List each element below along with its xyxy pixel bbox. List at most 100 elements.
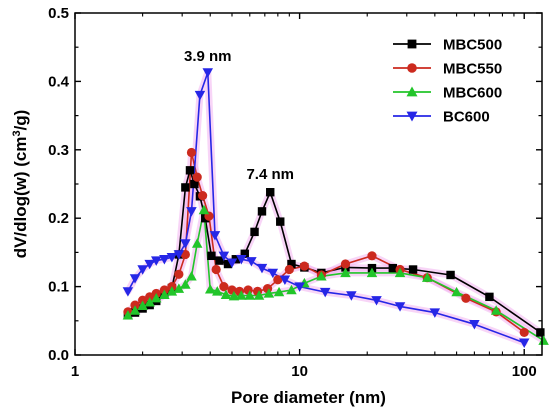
x-tick-label: 1 — [71, 363, 79, 380]
data-point-mbc600 — [180, 279, 191, 289]
y-tick-label: 0.5 — [48, 5, 69, 22]
data-point-mbc600 — [191, 238, 203, 248]
data-point-mbc600 — [538, 335, 549, 345]
series-marker-layer — [122, 68, 549, 348]
data-point-bc600 — [194, 90, 206, 101]
y-tick-label: 0.4 — [48, 73, 70, 90]
legend-label-mbc600: MBC600 — [443, 85, 502, 102]
data-point-bc600 — [429, 308, 441, 318]
data-point-mbc500 — [223, 259, 233, 269]
data-point-mbc500 — [257, 207, 267, 216]
data-point-bc600 — [246, 257, 257, 267]
data-point-mbc500 — [388, 263, 398, 273]
data-point-mbc600 — [144, 297, 155, 307]
x-tick-label: 100 — [512, 363, 537, 380]
data-point-mbc550 — [461, 293, 471, 303]
y-axis-title: dV/dlog(w) (cm3/g) — [11, 110, 30, 259]
data-point-bc600 — [256, 263, 268, 274]
data-point-mbc550 — [130, 300, 140, 310]
data-point-bc600 — [144, 259, 155, 270]
legend-label-mbc500: MBC500 — [443, 37, 502, 54]
data-point-bc600 — [166, 252, 178, 263]
data-point-mbc550 — [138, 295, 148, 305]
data-point-mbc600 — [236, 290, 247, 300]
data-point-bc600 — [226, 258, 238, 268]
data-point-bc600 — [469, 320, 480, 330]
data-point-mbc600 — [198, 204, 210, 215]
x-tick-label: 10 — [291, 363, 308, 380]
data-point-mbc600 — [137, 300, 148, 310]
legend-marker-mbc600 — [406, 86, 418, 97]
data-point-mbc500 — [408, 265, 418, 274]
data-point-bc600 — [209, 231, 221, 241]
data-point-mbc500 — [181, 183, 190, 192]
legend-marker-mbc550 — [407, 63, 417, 73]
data-point-bc600 — [371, 296, 382, 306]
data-point-mbc500 — [266, 188, 275, 197]
legend-label-bc600: BC600 — [443, 109, 490, 126]
data-point-mbc600 — [204, 284, 216, 294]
data-point-bc600 — [159, 255, 170, 265]
data-point-bc600 — [267, 268, 279, 279]
axes: 0.0 0.1 0.2 0.3 0.4 0.5 1 10 100 Pore diameter (n… — [11, 5, 543, 407]
data-point-mbc600 — [166, 286, 178, 296]
data-point-mbc600 — [421, 272, 433, 282]
data-point-mbc550 — [211, 264, 221, 275]
y-tick-label: 0.0 — [48, 347, 69, 364]
data-point-mbc500 — [536, 328, 545, 337]
data-point-mbc600 — [173, 283, 185, 293]
data-point-mbc600 — [451, 286, 462, 297]
data-point-mbc550 — [340, 259, 351, 269]
data-point-mbc600 — [366, 267, 378, 278]
data-point-bc600 — [236, 255, 247, 265]
data-point-mbc600 — [244, 290, 256, 300]
data-point-bc600 — [180, 239, 191, 249]
data-point-mbc600 — [212, 286, 223, 296]
legend-marker-bc600 — [406, 111, 418, 122]
legend-label-mbc550: MBC550 — [443, 61, 502, 78]
data-point-mbc500 — [446, 270, 455, 280]
data-point-mbc600 — [340, 267, 351, 278]
legend: MBC500 MBC550 MBC600 BC600 — [393, 37, 502, 126]
data-point-mbc600 — [394, 267, 406, 278]
data-point-mbc600 — [150, 292, 162, 303]
data-point-mbc600 — [286, 284, 297, 295]
data-point-bc600 — [319, 287, 331, 298]
annotation-label-1: 3.9 nm — [184, 48, 232, 65]
data-point-mbc600 — [273, 286, 285, 297]
data-point-mbc500 — [190, 179, 199, 189]
y-axis-title-end: /g) — [11, 110, 30, 131]
data-point-mbc550 — [367, 251, 377, 261]
data-point-bc600 — [186, 207, 197, 217]
data-point-mbc500 — [240, 249, 249, 258]
data-point-mbc600 — [122, 310, 134, 320]
data-point-bc600 — [346, 291, 357, 301]
data-point-mbc500 — [207, 251, 216, 261]
y-tick-label: 0.1 — [48, 279, 69, 296]
data-point-mbc550 — [273, 275, 283, 285]
data-point-mbc550 — [519, 327, 529, 338]
data-point-mbc550 — [174, 269, 184, 279]
data-point-bc600 — [150, 256, 162, 266]
data-point-mbc600 — [129, 305, 141, 315]
annotation-label-2: 7.4 nm — [246, 166, 294, 183]
data-point-mbc600 — [186, 271, 197, 281]
data-point-mbc550 — [198, 191, 208, 201]
data-point-mbc600 — [490, 305, 502, 315]
data-point-bc600 — [202, 68, 214, 78]
data-point-bc600 — [218, 251, 230, 262]
data-point-mbc600 — [220, 289, 232, 300]
data-point-mbc550 — [192, 172, 202, 182]
data-point-mbc500 — [250, 227, 259, 237]
data-point-mbc600 — [316, 271, 327, 281]
annotations: 3.9 nm 7.4 nm — [184, 48, 294, 183]
data-point-mbc600 — [253, 290, 265, 300]
y-tick-label: 0.2 — [48, 210, 69, 227]
data-point-bc600 — [518, 338, 530, 348]
data-point-mbc550 — [180, 249, 190, 260]
data-point-mbc500 — [485, 292, 494, 302]
data-point-bc600 — [129, 274, 141, 284]
y-axis-title-main: dV/dlog(w) (cm — [11, 137, 30, 259]
data-point-bc600 — [279, 275, 291, 286]
